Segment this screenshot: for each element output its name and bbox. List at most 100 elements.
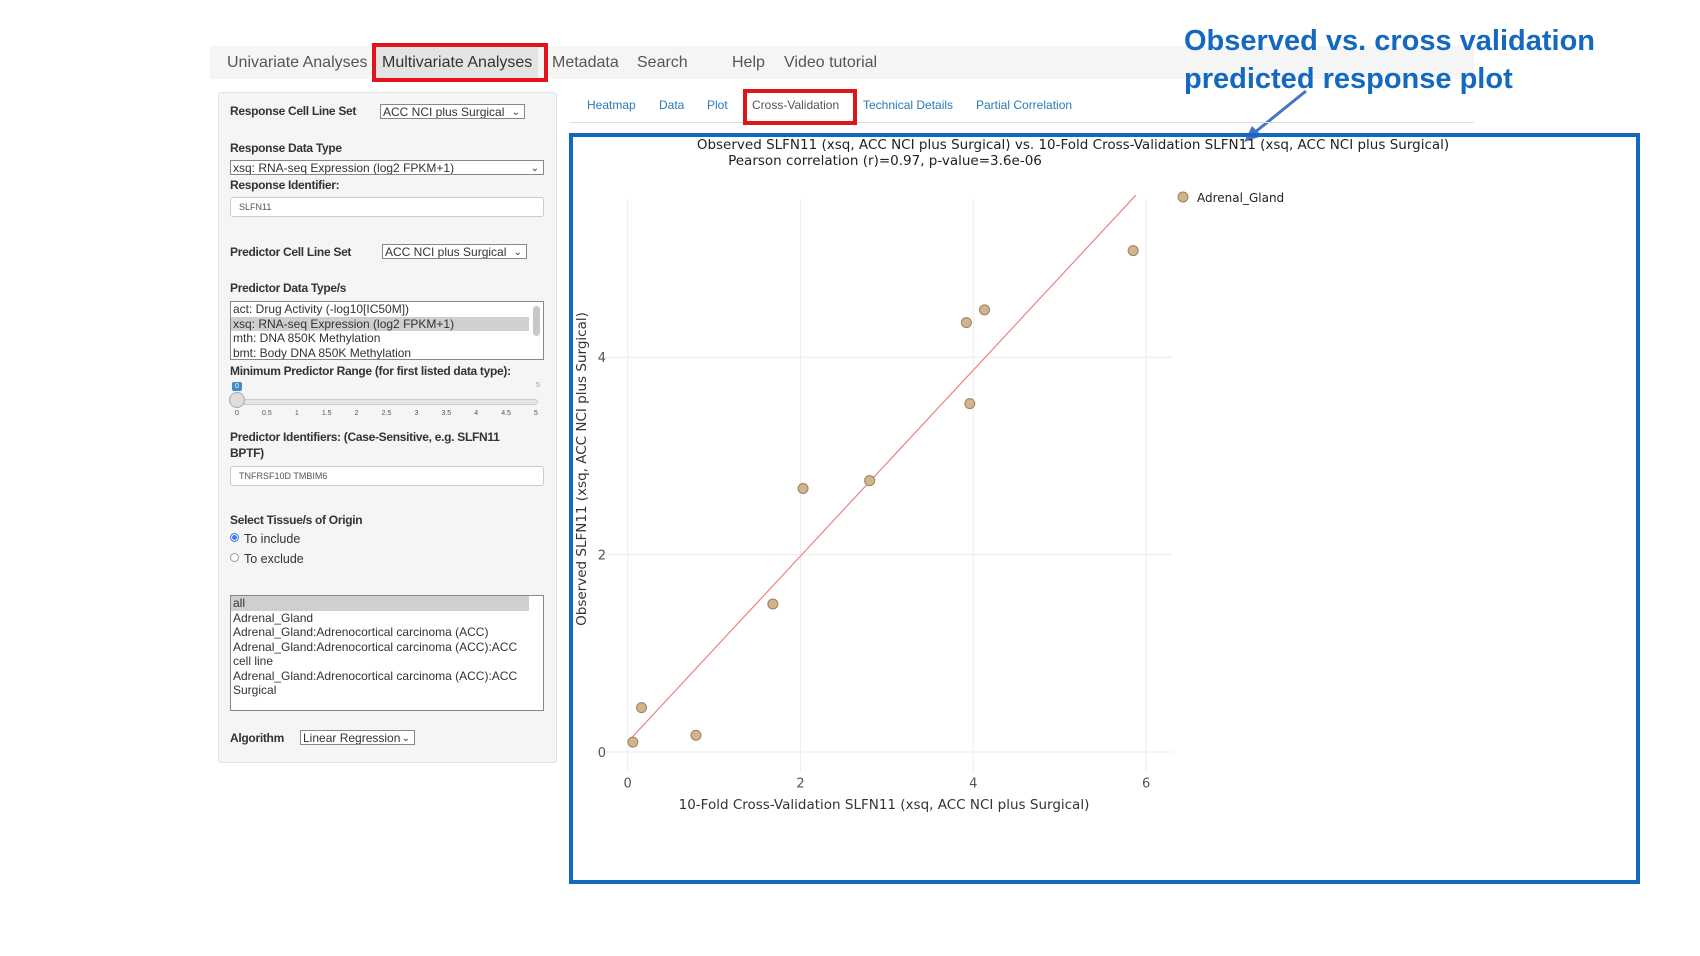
chart-title: Observed SLFN11 (xsq, ACC NCI plus Surgi… (697, 137, 1449, 153)
highlight-box-cross-validation (743, 89, 857, 125)
top-nav: Univariate Analyses Multivariate Analyse… (210, 46, 1474, 79)
nav-multivariate[interactable]: Multivariate Analyses (376, 46, 539, 79)
radio-to-include[interactable]: To include (230, 532, 300, 546)
radio-checked-icon (230, 533, 239, 542)
min-range-label: Minimum Predictor Range (for first liste… (230, 364, 511, 378)
chevron-down-icon: ⌄ (511, 107, 520, 118)
slider-tick-label: 4 (474, 410, 479, 417)
data-point[interactable] (797, 482, 809, 494)
list-option[interactable]: Surgical (233, 683, 277, 697)
tab-plot[interactable]: Plot (707, 98, 728, 112)
nav-univariate[interactable]: Univariate Analyses (227, 54, 368, 71)
radio-label: To exclude (244, 552, 304, 566)
x-tick-label: 2 (796, 777, 804, 792)
highlight-box-multivariate (372, 43, 548, 82)
list-option[interactable]: Adrenal_Gland:Adrenocortical carcinoma (… (233, 639, 518, 654)
legend-marker (1177, 191, 1189, 203)
list-option[interactable]: bmt: Body DNA 850K Methylation (233, 345, 412, 360)
response-cell-line-set-label: Response Cell Line Set (230, 104, 357, 118)
data-point[interactable] (627, 736, 639, 748)
x-axis-label: 10-Fold Cross-Validation SLFN11 (xsq, AC… (679, 797, 1090, 813)
nav-search[interactable]: Search (637, 54, 688, 71)
data-point[interactable] (964, 398, 976, 410)
slider-tick-label: 4.5 (501, 410, 511, 417)
list-option[interactable]: Adrenal_Gland:Adrenocortical carcinoma (… (233, 668, 518, 683)
data-point[interactable] (767, 598, 779, 610)
predictor-cell-line-set-select[interactable]: ACC NCI plus Surgical ⌄ (382, 244, 527, 259)
slider-tick-label: 2.5 (381, 410, 392, 417)
chevron-down-icon: ⌄ (530, 163, 539, 174)
data-point[interactable] (864, 475, 876, 487)
slider-ticks: 0 0.5 1 1.5 2 2.5 3 3.5 4 4.5 5 (235, 405, 538, 421)
predictor-data-types-label: Predictor Data Type/s (230, 281, 347, 295)
highlight-box-plot (569, 133, 1640, 884)
nav-metadata[interactable]: Metadata (552, 54, 619, 71)
slider-tick-label: 3 (414, 410, 419, 417)
slider-max-label: 5 (536, 382, 540, 389)
nav-video-tutorial[interactable]: Video tutorial (784, 54, 878, 71)
data-point[interactable] (636, 702, 648, 714)
x-tick-label: 6 (1142, 777, 1150, 792)
list-option[interactable]: mth: DNA 850K Methylation (233, 331, 381, 345)
y-tick-label: 0 (598, 746, 606, 761)
annotation-callout: Observed vs. cross validation predicted … (1184, 22, 1595, 98)
list-option[interactable]: Adrenal_Gland (233, 610, 314, 625)
slider-tick-label: 1 (294, 410, 299, 417)
chart-subtitle: Pearson correlation (r)=0.97, p-value=3.… (728, 153, 1042, 169)
response-cell-line-set-select[interactable]: ACC NCI plus Surgical ⌄ (380, 104, 525, 119)
data-point[interactable] (979, 304, 991, 316)
data-point[interactable] (690, 729, 702, 741)
list-option-selected[interactable]: xsq: RNA-seq Expression (log2 FPKM+1) (231, 316, 529, 331)
x-tick-label: 0 (624, 777, 632, 792)
legend-label[interactable]: Adrenal_Gland (1197, 191, 1284, 205)
scatter-plot[interactable]: Observed SLFN11 (xsq, ACC NCI plus Surgi… (573, 137, 1636, 880)
chevron-down-icon: ⌄ (401, 733, 410, 744)
list-option-selected[interactable]: all (231, 596, 529, 611)
grid (597, 199, 1173, 772)
radio-unchecked-icon (230, 553, 239, 562)
data-point[interactable] (1127, 245, 1139, 257)
predictor-identifiers-label-2: BPTF) (230, 446, 264, 460)
tab-divider (570, 122, 1474, 123)
algorithm-label: Algorithm (230, 731, 284, 745)
y-axis-label: Observed SLFN11 (xsq, ACC NCI plus Surgi… (574, 312, 590, 626)
radio-label: To include (244, 532, 301, 546)
regression-line (629, 194, 1137, 740)
tab-cross-validation[interactable]: Cross-Validation (752, 98, 840, 112)
tab-data[interactable]: Data (659, 98, 685, 112)
response-data-type-select[interactable]: xsq: RNA-seq Expression (log2 FPKM+1) ⌄ (230, 160, 544, 175)
algorithm-select[interactable]: Linear Regression ⌄ (300, 730, 415, 745)
predictor-cell-line-set-label: Predictor Cell Line Set (230, 245, 352, 259)
chevron-down-icon: ⌄ (513, 247, 522, 258)
tissue-listbox[interactable]: all Adrenal_Gland Adrenal_Gland:Adrenoco… (230, 595, 544, 711)
slider-tick-label: 2 (354, 410, 359, 417)
response-identifier-label: Response Identifier: (230, 178, 340, 192)
predictor-identifiers-input[interactable]: TNFRSF10D TMBIM6 (230, 466, 544, 486)
select-value: ACC NCI plus Surgical (383, 105, 505, 119)
select-value: ACC NCI plus Surgical (385, 245, 507, 259)
list-option[interactable]: cell line (233, 654, 274, 668)
radio-to-exclude[interactable]: To exclude (230, 552, 304, 566)
data-point[interactable] (960, 317, 972, 329)
slider-tick-label: 0 (235, 410, 239, 417)
slider-handle[interactable] (229, 392, 245, 408)
y-tick-label: 4 (598, 351, 606, 366)
x-tick-label: 4 (969, 777, 977, 792)
response-data-type-label: Response Data Type (230, 141, 342, 155)
response-identifier-input[interactable]: SLFN11 (230, 197, 544, 217)
slider-tick-label: 1.5 (321, 410, 332, 417)
tab-technical-details[interactable]: Technical Details (863, 98, 954, 112)
list-option[interactable]: act: Drug Activity (-log10[IC50M]) (233, 302, 410, 316)
nav-help[interactable]: Help (732, 54, 765, 71)
tab-partial-correlation[interactable]: Partial Correlation (976, 98, 1073, 112)
select-value: xsq: RNA-seq Expression (log2 FPKM+1) (233, 161, 455, 175)
tissue-origin-label: Select Tissue/s of Origin (230, 513, 363, 527)
y-tick-label: 2 (598, 549, 606, 564)
scrollbar[interactable] (533, 306, 540, 336)
tab-heatmap[interactable]: Heatmap (587, 98, 636, 112)
predictor-identifiers-label: Predictor Identifiers: (Case-Sensitive, … (230, 430, 500, 444)
select-value: Linear Regression (303, 731, 401, 745)
list-option[interactable]: Adrenal_Gland:Adrenocortical carcinoma (… (233, 625, 489, 639)
predictor-data-types-listbox[interactable]: act: Drug Activity (-log10[IC50M]) xsq: … (230, 301, 544, 360)
annotation-line-1: Observed vs. cross validation (1184, 25, 1596, 57)
